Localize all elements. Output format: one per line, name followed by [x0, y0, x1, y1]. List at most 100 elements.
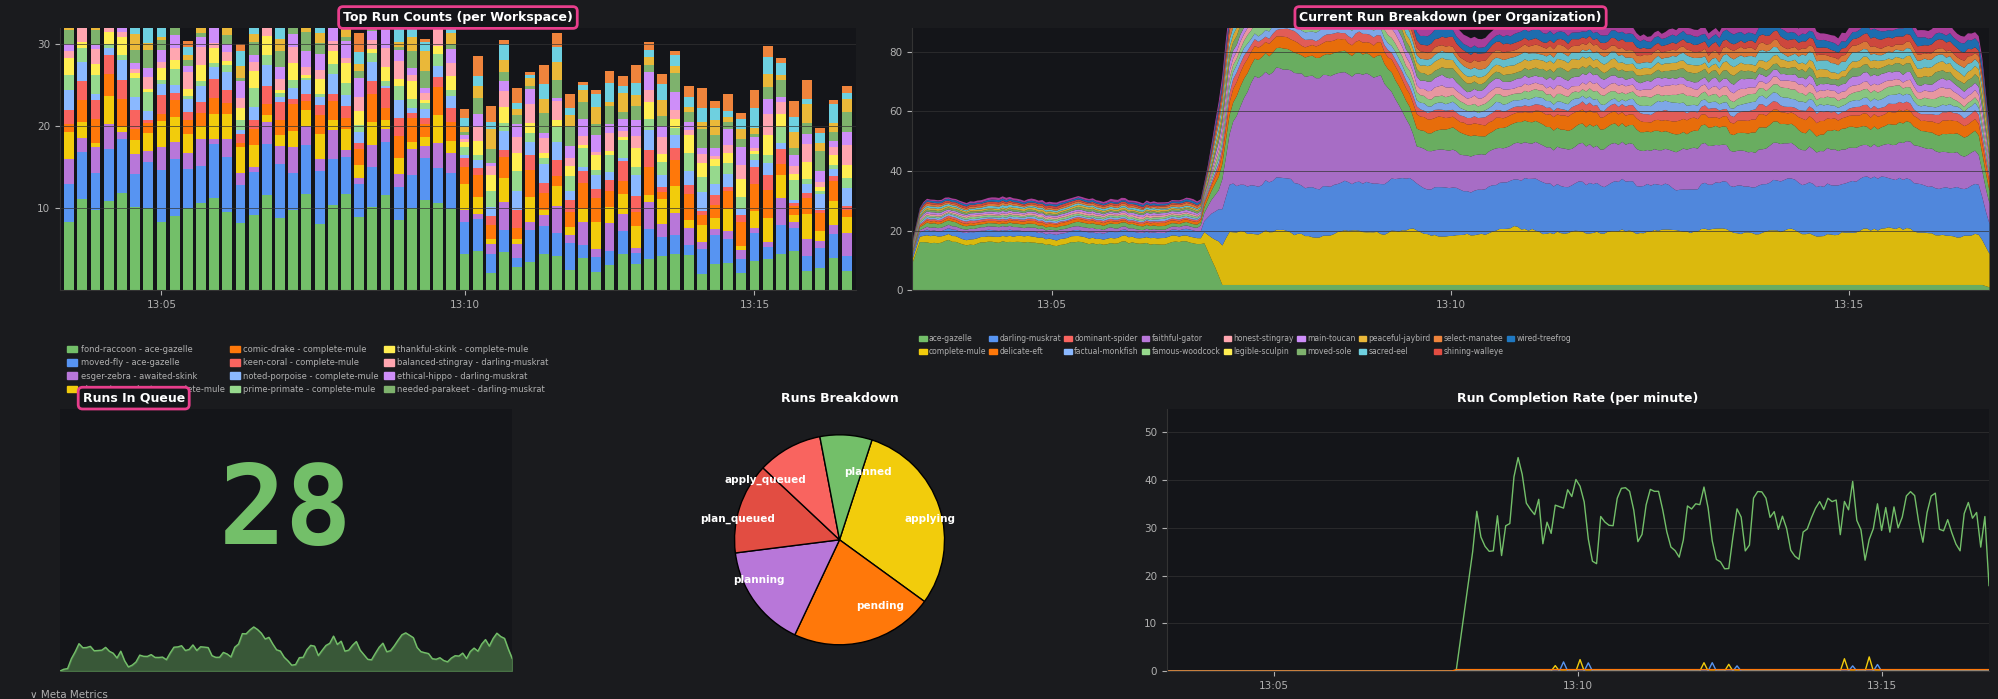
Bar: [763, 190, 771, 218]
Bar: [408, 149, 416, 175]
Bar: [276, 22, 286, 38]
Bar: [276, 68, 286, 79]
Bar: [354, 143, 364, 149]
Bar: [775, 143, 785, 150]
Bar: [511, 258, 521, 267]
Bar: [328, 74, 338, 94]
Bar: [130, 207, 140, 291]
Bar: [617, 231, 627, 254]
Bar: [182, 154, 192, 169]
Bar: [144, 162, 154, 208]
Bar: [697, 177, 707, 192]
Bar: [78, 100, 88, 122]
Bar: [446, 90, 456, 96]
Bar: [669, 128, 679, 135]
Bar: [64, 159, 74, 184]
Bar: [420, 52, 430, 71]
Bar: [288, 80, 298, 87]
Bar: [342, 58, 352, 63]
Bar: [118, 139, 126, 193]
Bar: [669, 66, 679, 73]
Bar: [78, 199, 88, 291]
Bar: [631, 136, 641, 148]
Bar: [210, 3, 220, 23]
Bar: [302, 26, 312, 32]
Bar: [328, 0, 338, 6]
Bar: [486, 254, 496, 273]
Bar: [90, 75, 100, 94]
Bar: [288, 87, 298, 99]
Bar: [789, 166, 799, 174]
Bar: [236, 44, 246, 50]
Bar: [196, 203, 206, 291]
Bar: [104, 44, 114, 48]
Bar: [577, 102, 587, 119]
Bar: [380, 81, 390, 85]
Bar: [500, 40, 509, 43]
Bar: [288, 13, 298, 34]
Bar: [156, 69, 166, 80]
Bar: [763, 155, 771, 163]
Bar: [104, 55, 114, 74]
Bar: [408, 68, 416, 75]
Bar: [262, 145, 272, 195]
Bar: [314, 71, 324, 79]
Bar: [446, 22, 456, 33]
Bar: [342, 10, 352, 17]
Bar: [551, 233, 561, 257]
Bar: [380, 48, 390, 66]
Bar: [130, 63, 140, 69]
Bar: [591, 273, 601, 291]
Bar: [210, 63, 220, 67]
Title: Top Run Counts (per Workspace): Top Run Counts (per Workspace): [344, 11, 573, 24]
errored: [1550, 658, 1574, 666]
Bar: [394, 62, 404, 79]
Bar: [156, 62, 166, 69]
Legend: fond-raccoon - ace-gazelle, moved-fly - ace-gazelle, esger-zebra - awaited-skink: fond-raccoon - ace-gazelle, moved-fly - …: [64, 342, 551, 397]
Bar: [248, 62, 258, 71]
Bar: [723, 122, 733, 129]
Bar: [603, 223, 613, 251]
Bar: [723, 111, 733, 117]
Bar: [236, 147, 246, 173]
Bar: [829, 169, 837, 176]
Bar: [565, 108, 575, 115]
Bar: [90, 45, 100, 50]
Title: Runs Breakdown: Runs Breakdown: [781, 391, 897, 405]
Bar: [302, 110, 312, 127]
Bar: [90, 100, 100, 119]
Bar: [420, 100, 430, 103]
Bar: [577, 209, 587, 222]
Bar: [551, 143, 561, 161]
Bar: [500, 91, 509, 108]
Bar: [735, 250, 745, 259]
Bar: [368, 31, 378, 40]
Bar: [222, 35, 232, 44]
Bar: [328, 6, 338, 20]
Bar: [130, 154, 140, 173]
Bar: [723, 187, 733, 191]
Bar: [288, 99, 298, 104]
Bar: [735, 147, 745, 165]
Bar: [118, 132, 126, 139]
Bar: [591, 155, 601, 171]
Bar: [474, 76, 482, 87]
Bar: [474, 99, 482, 114]
Bar: [789, 180, 799, 199]
Bar: [156, 24, 166, 37]
Bar: [697, 129, 707, 147]
Bar: [643, 195, 653, 202]
Bar: [829, 104, 837, 123]
Bar: [368, 0, 378, 8]
Bar: [801, 256, 811, 271]
Bar: [525, 122, 535, 133]
Bar: [775, 59, 785, 63]
Bar: [196, 26, 206, 33]
Bar: [90, 147, 100, 173]
applied: [1504, 454, 1528, 462]
Bar: [288, 47, 298, 63]
Bar: [394, 173, 404, 187]
errored: [1155, 667, 1179, 675]
Bar: [749, 160, 759, 166]
Bar: [328, 101, 338, 120]
